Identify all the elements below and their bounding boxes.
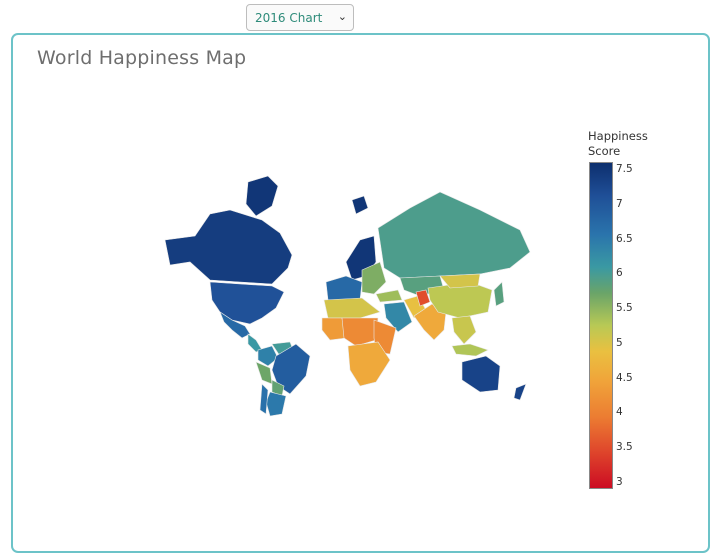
colorbar-tick-label: 3.5 (616, 441, 633, 454)
map-region-indonesia[interactable] (451, 343, 489, 357)
map-region-afghanistan[interactable] (415, 289, 431, 307)
map-region-chile[interactable] (259, 383, 269, 415)
map-region-north-africa[interactable] (323, 297, 381, 319)
colorbar-tick-label: 6 (616, 267, 623, 280)
map-region-eastern-europe[interactable] (361, 261, 387, 295)
map-region-united-states[interactable] (209, 281, 285, 325)
map-region-brazil[interactable] (271, 343, 311, 395)
map-region-argentina[interactable] (265, 391, 287, 417)
colorbar-tick-label: 4 (616, 406, 623, 419)
colorbar-tick-label: 3 (616, 476, 623, 489)
map-region-southern-africa[interactable] (347, 341, 391, 387)
colorbar-tick-label: 5.5 (616, 302, 633, 315)
map-region-colombia[interactable] (257, 345, 279, 367)
colorbar (589, 162, 613, 489)
colorbar-tick-label: 6.5 (616, 232, 633, 245)
colorbar-title-line2: Score (588, 144, 621, 158)
colorbar-title-line1: Happiness (588, 129, 648, 143)
map-region-new-zealand[interactable] (513, 383, 527, 401)
map-region-turkey[interactable] (375, 289, 403, 303)
map-region-south-asia[interactable] (413, 303, 447, 341)
map-region-russia[interactable] (377, 191, 531, 279)
map-region-iceland[interactable] (351, 195, 369, 215)
map-region-canada[interactable] (164, 209, 293, 285)
world-map (164, 175, 531, 417)
map-region-mexico[interactable] (219, 311, 251, 339)
colorbar-tick-label: 7.5 (616, 162, 633, 175)
chart-year-select[interactable]: 2016 Chart (246, 4, 354, 31)
map-region-peru[interactable] (255, 361, 273, 385)
map-region-southeast-asia[interactable] (451, 315, 477, 345)
map-region-japan[interactable] (493, 281, 505, 307)
map-region-middle-east[interactable] (383, 301, 413, 333)
colorbar-tick-label: 7 (616, 197, 623, 210)
map-region-west-africa[interactable] (321, 317, 347, 341)
map-region-greenland[interactable] (245, 175, 279, 217)
chart-title: World Happiness Map (37, 47, 247, 69)
map-region-central-africa[interactable] (341, 317, 379, 347)
map-region-mongolia[interactable] (439, 273, 481, 289)
map-region-australia[interactable] (461, 355, 501, 393)
colorbar-title: Happiness Score (588, 129, 648, 159)
colorbar-tick-label: 5 (616, 336, 623, 349)
chart-select-wrapper[interactable]: 2016 Chart ⌄ (246, 4, 354, 31)
colorbar-tick-label: 4.5 (616, 371, 633, 384)
